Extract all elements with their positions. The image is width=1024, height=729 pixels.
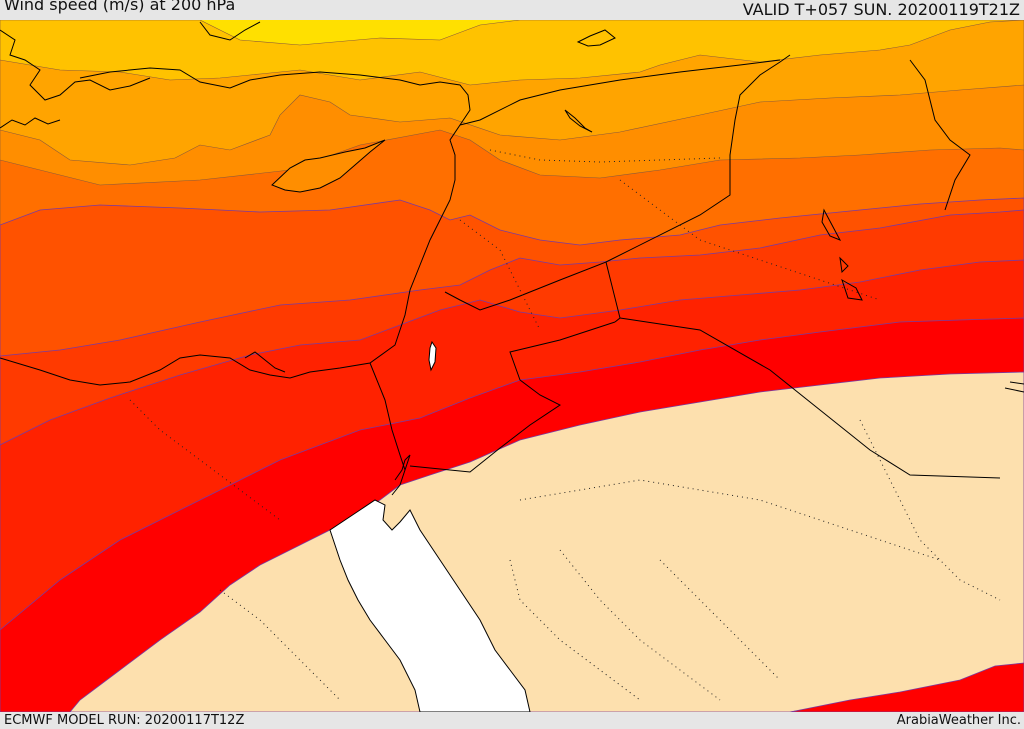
header-bar: Wind speed (m/s) at 200 hPa VALID T+057 …: [0, 0, 1024, 20]
cyprus-island: [271, 139, 386, 193]
province-boundaries: [129, 149, 1001, 701]
nile-delta: [244, 351, 286, 373]
wind-speed-map: [0, 20, 1024, 712]
red-sea: [329, 499, 531, 712]
dead-sea: [428, 340, 437, 372]
coastline-med: [0, 67, 471, 386]
valid-time: VALID T+057 SUN. 20200119T21Z: [742, 0, 1020, 19]
tigris-lakes: [821, 208, 863, 301]
model-run: ECMWF MODEL RUN: 20200117T12Z: [4, 713, 245, 728]
country-borders: [369, 54, 1001, 479]
black-sea-coast: [199, 21, 261, 41]
aegean-coast: [0, 29, 151, 101]
crete-island: [0, 117, 61, 129]
gulf-of-aqaba: [391, 454, 411, 496]
footer-bar: ECMWF MODEL RUN: 20200117T12Z ArabiaWeat…: [0, 712, 1024, 729]
persian-gulf-shore: [1004, 381, 1024, 393]
map-title: Wind speed (m/s) at 200 hPa: [4, 0, 236, 14]
lake-shore-2: [576, 29, 616, 47]
credit-text: ArabiaWeather Inc.: [896, 713, 1021, 728]
band-core-se: [789, 662, 1024, 712]
lake-shore: [564, 109, 593, 133]
